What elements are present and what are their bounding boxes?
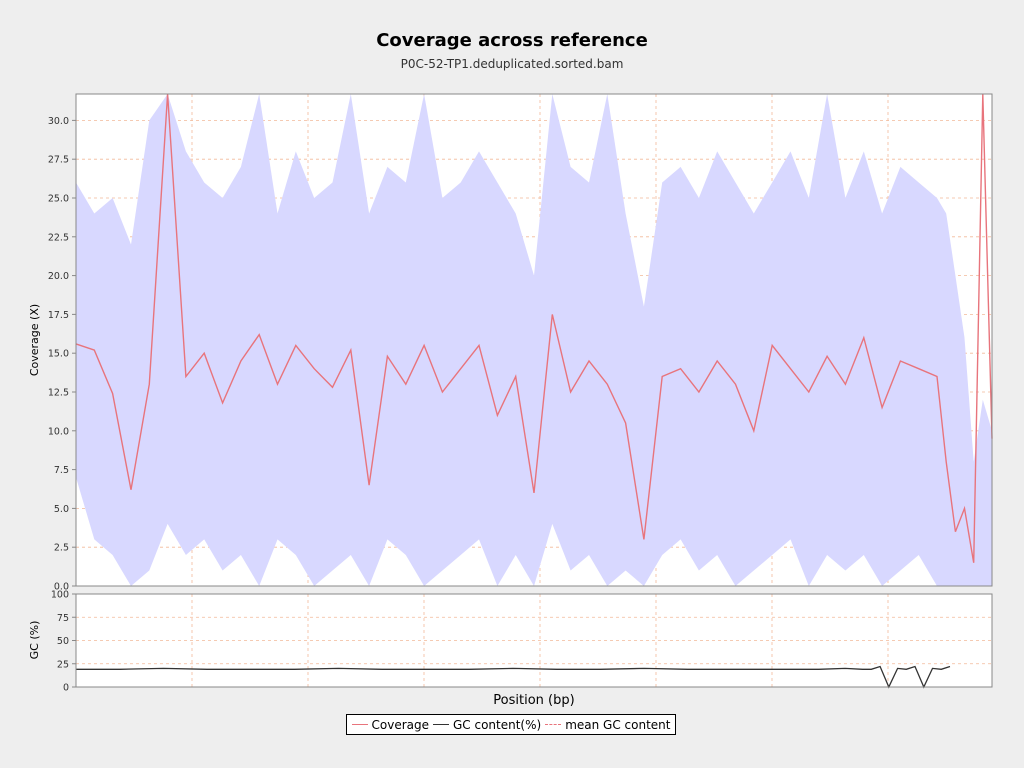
coverage-y-tick-label: 15.0 [48, 349, 69, 360]
coverage-y-tick-label: 2.5 [54, 543, 69, 554]
coverage-y-tick-label: 17.5 [48, 310, 69, 321]
gc-y-tick-label: 100 [51, 590, 69, 601]
coverage-band-area [76, 94, 992, 586]
gc-y-tick-label: 0 [63, 683, 69, 694]
coverage-line [75, 93, 993, 563]
coverage-y-tick-label: 30.0 [48, 116, 69, 127]
coverage-y-axis-label: Coverage (X) [28, 304, 41, 376]
coverage-series-line [75, 93, 993, 563]
coverage-y-tick-label: 27.5 [48, 155, 69, 166]
gc-content-line [76, 665, 951, 689]
coverage-y-tick-label: 7.5 [54, 465, 69, 476]
coverage-y-tick-label: 5.0 [54, 504, 69, 515]
gc-series-line [76, 665, 951, 689]
legend-label-gc: GC content(%) [453, 717, 542, 732]
coverage-y-tick-label: 25.0 [48, 193, 69, 204]
gc-swatch-icon [433, 724, 449, 725]
legend-item-mean-gc: mean GC content [545, 718, 670, 732]
legend-item-gc: GC content(%) [433, 718, 541, 732]
coverage-y-tick-label: 10.0 [48, 426, 69, 437]
coverage-y-tick-label: 22.5 [48, 232, 69, 243]
gc-y-tick-label: 25 [57, 659, 69, 670]
axes: 0.0 2.5 5.0 7.5 10.0 12.5 15.0 17.5 20.0 22.5 25.0… [48, 116, 76, 694]
chart-legend: Coverage GC content(%) mean GC content [346, 714, 676, 735]
coverage-deviation-band [76, 94, 992, 586]
legend-label-coverage: Coverage [371, 717, 430, 732]
coverage-swatch-icon [351, 724, 368, 725]
chart-title: Coverage across reference [376, 30, 648, 51]
coverage-y-tick-label: 20.0 [48, 271, 69, 282]
coverage-y-tick-label: 12.5 [48, 387, 69, 398]
gc-y-axis-label: GC (%) [28, 621, 41, 660]
gc-plot-border [75, 593, 993, 688]
legend-item-coverage: Coverage [351, 717, 430, 732]
coverage-plot-border [75, 93, 993, 587]
gc-y-tick-label: 75 [57, 613, 69, 624]
gc-y-tick-label: 50 [57, 636, 69, 647]
chart-subtitle: P0C-52-TP1.deduplicated.sorted.bam [400, 57, 624, 71]
mean-gc-swatch-icon [545, 724, 562, 725]
legend-label-mean-gc: mean GC content [565, 717, 671, 732]
x-axis-label: Position (bp) [493, 693, 574, 708]
coverage-y-tick-label: 0.0 [54, 582, 69, 593]
